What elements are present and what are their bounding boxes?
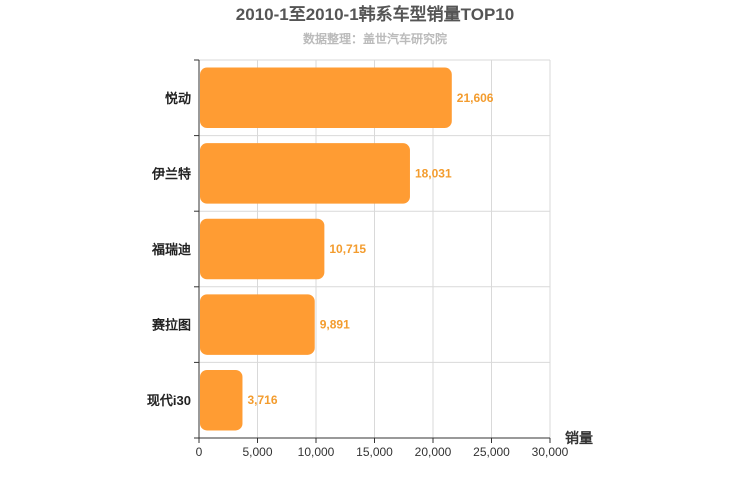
bar-4 — [200, 369, 243, 431]
category-label-3: 赛拉图 — [151, 318, 191, 333]
axes-group — [194, 59, 551, 443]
x-tick-label-3: 15,000 — [356, 445, 393, 459]
value-label-4: 3,716 — [247, 393, 277, 407]
category-label-2: 福瑞迪 — [151, 242, 191, 257]
value-labels-group: 21,606 18,031 10,715 9,891 3,716 — [247, 91, 493, 407]
x-tick-label-4: 20,000 — [415, 445, 452, 459]
bar-2 — [200, 218, 325, 280]
value-label-0: 21,606 — [457, 91, 494, 105]
bar-3 — [200, 294, 315, 355]
value-label-2: 10,715 — [329, 242, 366, 256]
chart-subtitle: 数据整理：盖世汽车研究院 — [303, 31, 447, 46]
x-axis-title: 销量 — [565, 430, 593, 446]
category-label-4: 现代i30 — [147, 393, 191, 408]
x-tick-label-5: 25,000 — [473, 445, 510, 459]
x-tick-labels-group: 0 5,000 10,000 15,000 20,000 25,000 30,000 — [196, 445, 569, 459]
x-tick-label-2: 10,000 — [298, 445, 335, 459]
x-tick-label-1: 5,000 — [242, 445, 272, 459]
x-tick-label-0: 0 — [196, 445, 203, 459]
value-label-3: 9,891 — [320, 318, 350, 332]
bar-0 — [200, 67, 452, 129]
x-tick-label-6: 30,000 — [532, 445, 569, 459]
bar-1 — [200, 143, 410, 204]
category-label-1: 伊兰特 — [151, 166, 191, 181]
chart-title: 2010-1至2010-1韩系车型销量TOP10 — [236, 4, 514, 24]
value-label-1: 18,031 — [415, 166, 452, 180]
bars-group — [200, 67, 452, 431]
category-label-0: 悦动 — [165, 91, 191, 106]
